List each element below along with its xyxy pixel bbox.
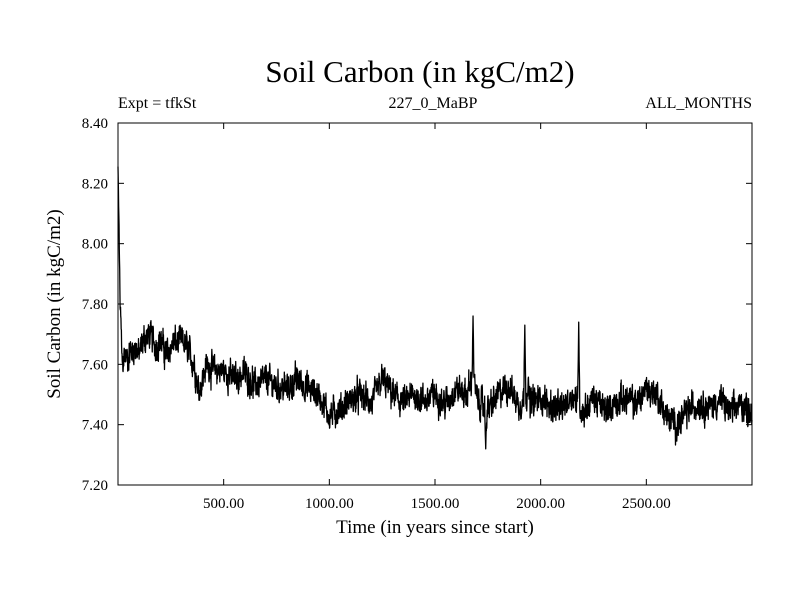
- x-tick-label: 1500.00: [411, 496, 460, 512]
- y-tick-label: 8.40: [82, 116, 108, 132]
- y-tick-label: 8.00: [82, 237, 108, 253]
- series-layer: [117, 166, 753, 450]
- soil-carbon-series-line: [117, 166, 753, 450]
- y-tick-label: 7.80: [82, 297, 108, 313]
- months-label: ALL_MONTHS: [645, 95, 752, 112]
- y-tick-label: 7.40: [82, 418, 108, 434]
- y-tick-label: 8.20: [82, 176, 108, 192]
- y-tick-label: 7.20: [82, 478, 108, 494]
- x-tick-label: 1000.00: [305, 496, 354, 512]
- x-axis-label: Time (in years since start): [336, 517, 534, 538]
- x-tick-label: 500.00: [203, 496, 244, 512]
- axes-layer: 500.00 1000.00 1500.00 2000.00 2500.00 7.20 7.…: [82, 116, 752, 512]
- y-tick-label: 7.60: [82, 357, 108, 373]
- experiment-label: Expt = tfkSt: [118, 95, 197, 112]
- plot-frame: [117, 122, 753, 486]
- period-label: 227_0_MaBP: [389, 95, 478, 112]
- y-axis-label: Soil Carbon (in kgC/m2): [44, 209, 65, 398]
- chart-title: Soil Carbon (in kgC/m2): [265, 54, 574, 89]
- x-tick-label: 2500.00: [622, 496, 671, 512]
- x-tick-label: 2000.00: [516, 496, 565, 512]
